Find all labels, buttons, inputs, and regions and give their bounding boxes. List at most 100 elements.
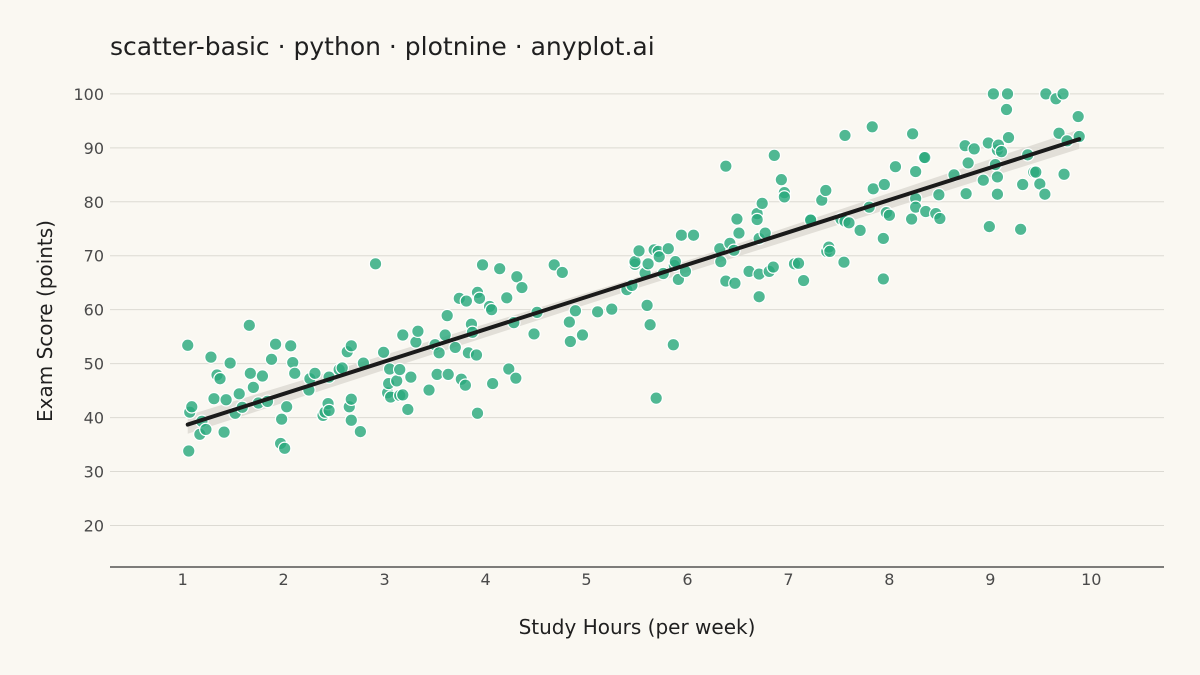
data-point-61 [404,370,418,384]
trend-line [185,137,1082,427]
data-point-0 [180,338,195,353]
data-point-67 [432,346,446,360]
data-point-200 [999,102,1014,117]
data-point-118 [661,241,676,256]
data-point-7 [204,350,218,364]
x-axis-title: Study Hours (per week) [519,615,756,639]
data-point-85 [484,302,499,317]
data-point-175 [905,127,920,141]
data-point-100 [568,303,583,318]
data-point-204 [1015,177,1030,192]
data-point-99 [563,334,578,349]
data-point-189 [967,142,981,156]
x-tick-label-5: 5 [581,570,591,589]
data-point-108 [632,244,646,258]
data-point-162 [838,128,852,143]
data-point-101 [575,328,590,342]
data-point-178 [908,164,923,179]
data-point-184 [933,211,947,226]
data-point-188 [961,156,975,170]
data-point-59 [395,328,410,342]
data-point-164 [853,223,867,238]
data-point-89 [501,362,516,376]
data-point-70 [441,367,456,382]
data-point-174 [904,212,919,226]
data-point-91 [509,371,523,385]
data-point-71 [448,340,463,355]
x-ticks-layer: 1 2 3 4 5 6 7 8 9 10 [178,570,1102,589]
data-point-158 [823,244,837,259]
data-point-34 [308,366,322,381]
y-tick-label-70: 70 [84,247,104,266]
data-point-47 [353,424,368,439]
data-point-1 [181,444,196,458]
data-point-148 [777,190,792,204]
data-point-202 [1001,130,1016,145]
y-tick-label-20: 20 [84,516,104,535]
data-point-196 [990,170,1005,184]
data-point-45 [344,392,359,407]
data-point-187 [959,186,973,201]
data-point-69 [440,308,454,323]
data-point-160 [837,255,851,269]
data-point-146 [774,172,789,187]
x-tick-label-6: 6 [682,570,692,589]
data-point-197 [990,187,1005,202]
data-point-201 [1000,87,1015,101]
y-tick-label-30: 30 [84,463,104,482]
data-point-64 [422,383,436,397]
data-point-163 [842,216,856,230]
x-tick-label-1: 1 [178,570,188,589]
data-point-8 [207,391,221,406]
data-point-15 [232,387,247,401]
data-point-140 [752,289,766,304]
data-point-63 [411,324,425,339]
data-point-119 [666,337,681,352]
data-point-82 [472,291,487,306]
data-point-17 [242,318,257,333]
data-point-28 [279,399,294,414]
data-point-60 [401,402,415,417]
y-axis-title: Exam Score (points) [33,220,57,422]
x-tick-label-9: 9 [985,570,995,589]
data-point-192 [982,219,997,234]
data-point-141 [755,196,769,211]
data-point-172 [882,208,897,223]
x-tick-label-4: 4 [480,570,490,589]
y-tick-label-50: 50 [84,355,104,374]
data-point-170 [877,177,892,192]
data-point-83 [475,258,490,272]
y-ticks-layer: 20 30 40 50 60 70 80 90 100 [73,85,104,536]
data-point-24 [268,337,283,351]
data-point-19 [246,380,261,395]
data-point-13 [223,356,237,370]
data-point-97 [555,265,570,280]
data-point-169 [876,272,891,286]
data-point-151 [796,273,811,288]
chart-title: scatter-basic · python · plotnine · anyp… [110,32,655,61]
data-point-80 [470,406,485,421]
data-point-193 [986,87,1001,101]
data-point-79 [469,348,484,362]
data-point-111 [641,257,655,271]
data-point-29 [283,339,298,353]
data-point-11 [217,425,231,439]
data-point-103 [604,302,619,316]
data-point-46 [344,413,359,428]
data-point-10 [213,371,227,386]
y-tick-label-60: 60 [84,301,104,320]
data-point-31 [287,366,302,381]
data-point-50 [376,345,391,360]
data-point-74 [458,378,473,392]
x-tick-label-8: 8 [884,570,894,589]
data-point-137 [750,212,764,227]
trend-line-layer [185,137,1082,427]
data-point-199 [994,144,1009,159]
data-point-207 [1028,165,1043,179]
points-layer [180,87,1086,458]
data-point-116 [652,250,667,264]
data-point-23 [264,352,279,367]
data-point-213 [1056,87,1070,101]
data-point-49 [368,257,383,271]
